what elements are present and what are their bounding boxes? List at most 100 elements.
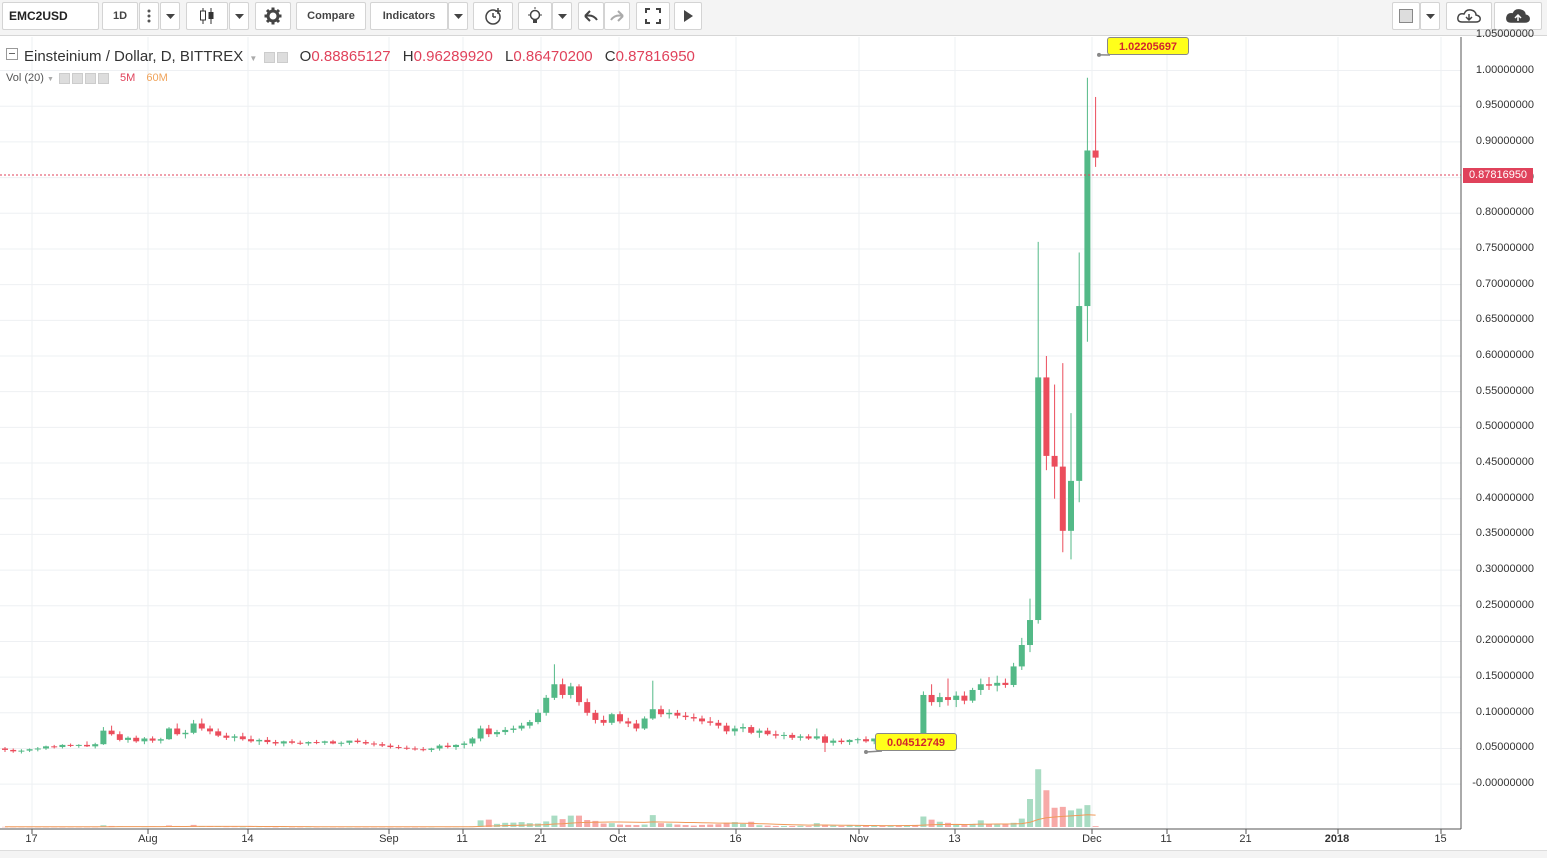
ideas-dropdown-icon[interactable]: [552, 2, 572, 30]
time-axis-label: 14: [241, 833, 253, 845]
volume-eye-icon[interactable]: [59, 73, 70, 84]
candles-chart-type-icon[interactable]: [186, 2, 228, 30]
candle-body: [961, 696, 967, 701]
legend-high-key: H: [403, 48, 414, 65]
chart-type-dropdown-icon[interactable]: [229, 2, 249, 30]
candle-body: [338, 743, 344, 744]
candle-body: [970, 690, 976, 701]
candle-body: [1084, 150, 1090, 306]
layout-dropdown-icon[interactable]: [1420, 2, 1440, 30]
price-axis-label: 0.40000000: [1476, 492, 1534, 504]
volume-legend-dropdown-icon[interactable]: ▼: [47, 76, 54, 83]
compare-button[interactable]: Compare: [296, 2, 366, 30]
volume-legend: Vol (20) ▼ 5M 60M: [6, 72, 168, 84]
candle-body: [1052, 456, 1058, 467]
legend-eye-icon[interactable]: [264, 52, 275, 63]
volume-settings-icon[interactable]: [72, 73, 83, 84]
volume-bar: [773, 826, 779, 827]
candle-body: [428, 748, 434, 749]
interval-menu-icon[interactable]: [139, 2, 159, 30]
candle-body: [346, 741, 352, 743]
symbol-search-input[interactable]: EMC2USD: [2, 2, 99, 30]
layout-square-icon[interactable]: [1392, 2, 1420, 30]
time-axis-label: Aug: [138, 833, 158, 845]
time-axis-label: Dec: [1082, 833, 1102, 845]
price-axis-label: 0.75000000: [1476, 242, 1534, 254]
symbol-legend: Einsteinium / Dollar, D, BITTREX ▼ O0.88…: [6, 48, 695, 65]
candle-body: [461, 743, 467, 744]
volume-bar: [584, 820, 590, 827]
volume-bar: [1093, 826, 1099, 827]
candle-body: [158, 739, 164, 740]
time-axis-label: 11: [1160, 833, 1171, 845]
price-axis-label: 0.10000000: [1476, 706, 1534, 718]
fullscreen-icon[interactable]: [636, 2, 670, 30]
candle-body: [92, 744, 98, 746]
candle-body: [789, 735, 795, 738]
candle-body: [953, 696, 959, 700]
undo-icon[interactable]: [578, 2, 604, 30]
indicators-button[interactable]: Indicators: [370, 2, 448, 30]
legend-open-key: O: [300, 48, 312, 65]
low-callout[interactable]: 0.04512749: [875, 733, 957, 751]
volume-bar: [756, 825, 762, 827]
volume-bar: [707, 825, 713, 827]
candle-body: [543, 698, 549, 713]
candle-body: [519, 726, 525, 729]
indicators-dropdown-icon[interactable]: [448, 2, 468, 30]
alert-clock-icon[interactable]: [473, 2, 513, 30]
time-axis-label: 15: [1434, 833, 1446, 845]
price-axis-label: 0.50000000: [1476, 420, 1534, 432]
legend-collapse-icon[interactable]: [6, 48, 18, 60]
price-chart[interactable]: [0, 37, 1547, 857]
candle-body: [76, 745, 82, 746]
candle-body: [100, 731, 106, 745]
redo-icon[interactable]: [604, 2, 630, 30]
time-axis-label: 16: [729, 833, 741, 845]
candle-body: [289, 741, 295, 742]
volume-bar: [666, 824, 672, 828]
price-axis-label: 0.05000000: [1476, 741, 1534, 753]
volume-bar: [838, 826, 844, 827]
price-axis-label: 0.35000000: [1476, 527, 1534, 539]
candle-body: [748, 727, 754, 733]
candle-body: [814, 736, 820, 738]
candle-body: [297, 743, 303, 744]
price-axis-label: 0.95000000: [1476, 99, 1534, 111]
candle-body: [929, 695, 935, 702]
volume-bar: [806, 826, 812, 827]
volume-bar: [1035, 769, 1041, 827]
cloud-save-icon[interactable]: [1494, 2, 1542, 30]
high-callout[interactable]: 1.02205697: [1107, 37, 1189, 55]
candle-body: [27, 749, 33, 750]
volume-close-icon[interactable]: [98, 73, 109, 84]
low-callout-pointer: [866, 751, 882, 752]
candle-body: [273, 742, 279, 743]
play-replay-icon[interactable]: [674, 2, 702, 30]
candle-body: [314, 742, 320, 743]
price-axis-label: 0.55000000: [1476, 385, 1534, 397]
callout-pointers: [864, 53, 1110, 754]
legend-settings-icon[interactable]: [277, 52, 288, 63]
candle-body: [2, 748, 8, 749]
price-axis-label: 1.00000000: [1476, 64, 1534, 76]
volume-ma-value: 60M: [146, 72, 167, 84]
candle-body: [404, 748, 410, 749]
cloud-load-icon[interactable]: [1446, 2, 1492, 30]
candle-body: [715, 723, 721, 726]
interval-dropdown-icon[interactable]: [160, 2, 180, 30]
volume-bar: [781, 826, 787, 827]
candle-body: [642, 719, 648, 729]
price-axis-label: 0.65000000: [1476, 313, 1534, 325]
lightbulb-icon[interactable]: [518, 2, 552, 30]
candle-body: [699, 719, 705, 722]
interval-button[interactable]: 1D: [102, 2, 138, 30]
candle-body: [256, 740, 262, 741]
settings-gear-icon[interactable]: [255, 2, 291, 30]
candle-body: [822, 736, 828, 742]
candle-body: [756, 731, 762, 733]
price-axis-label: 0.45000000: [1476, 456, 1534, 468]
legend-title-dropdown-icon[interactable]: ▼: [249, 54, 257, 63]
candle-body: [322, 741, 328, 742]
volume-add-icon[interactable]: [85, 73, 96, 84]
